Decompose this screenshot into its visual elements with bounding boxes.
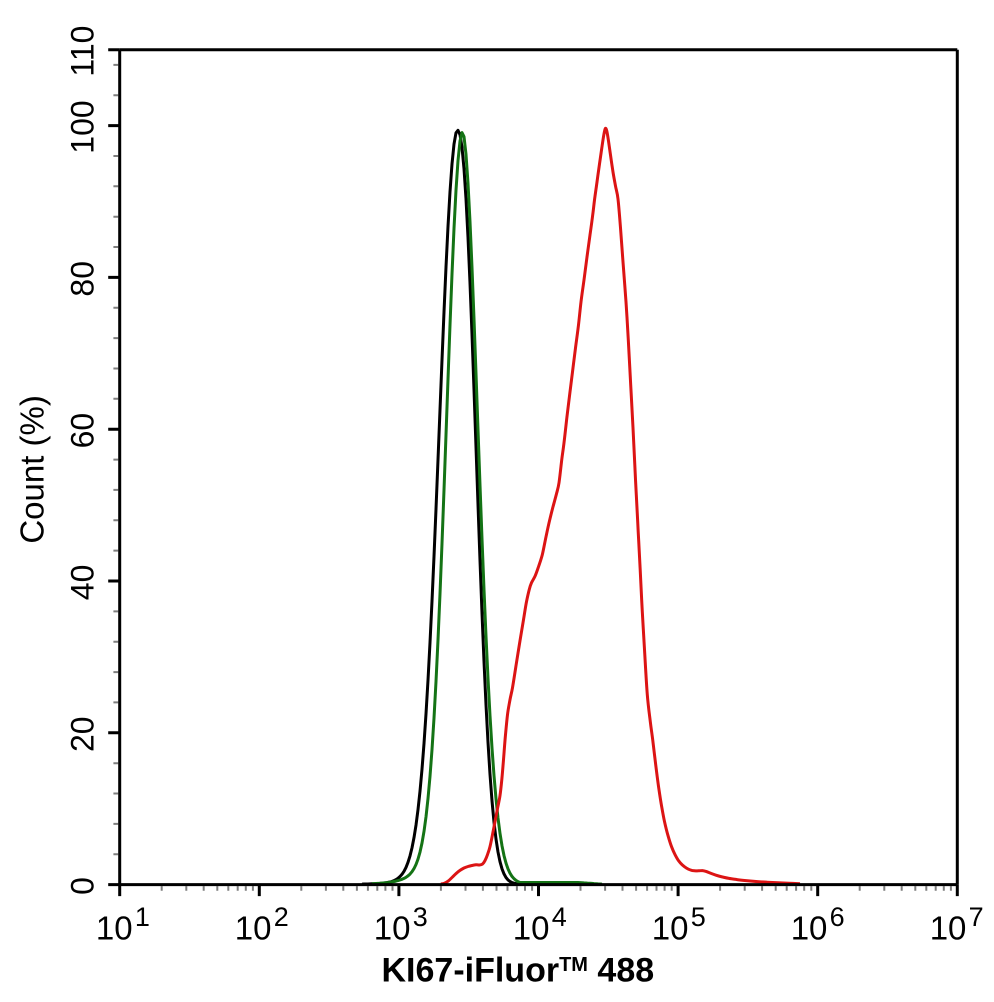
- svg-text:0: 0: [65, 877, 101, 895]
- svg-text:20: 20: [65, 716, 101, 752]
- svg-text:60: 60: [65, 413, 101, 449]
- svg-text:80: 80: [65, 261, 101, 297]
- svg-text:100: 100: [65, 100, 101, 153]
- svg-text:110: 110: [65, 26, 101, 77]
- svg-text:10 3: 10 3: [374, 902, 428, 947]
- svg-text:KI67-iFluorTM 488: KI67-iFluorTM 488: [382, 952, 655, 990]
- svg-text:10 2: 10 2: [235, 902, 289, 947]
- svg-text:Count (%): Count (%): [14, 395, 51, 544]
- svg-text:40: 40: [65, 565, 101, 601]
- svg-text:10 6: 10 6: [791, 902, 845, 947]
